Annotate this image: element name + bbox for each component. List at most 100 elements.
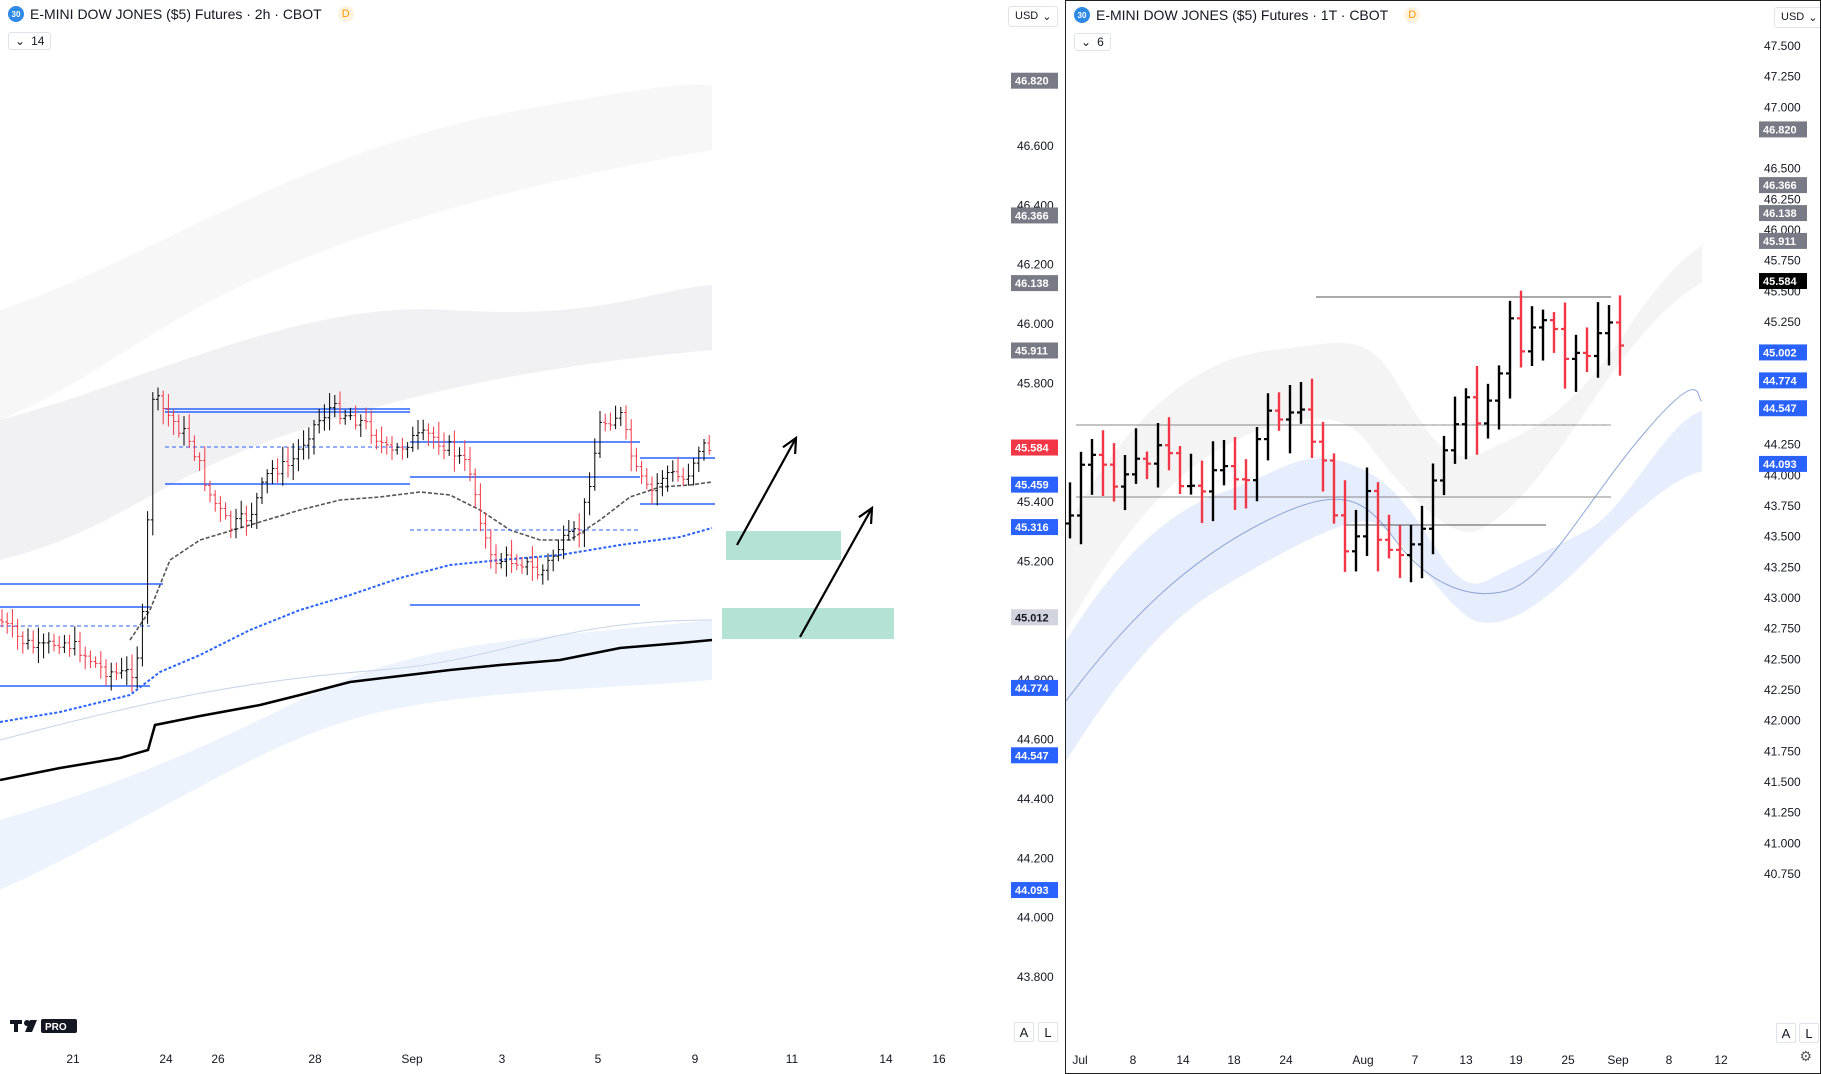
price-bar xyxy=(660,470,665,497)
price-bar xyxy=(275,458,280,483)
price-bar xyxy=(655,473,660,506)
price-bar xyxy=(1363,467,1371,557)
price-bar xyxy=(400,437,405,460)
time-axis-label: 9 xyxy=(692,1052,699,1066)
price-bar xyxy=(286,446,290,478)
price-bar xyxy=(1550,312,1558,353)
price-bar xyxy=(676,457,680,482)
time-axis-label: 16 xyxy=(932,1052,946,1066)
upper-outer-band xyxy=(0,84,712,420)
time-axis-label: 13 xyxy=(1459,1053,1473,1067)
price-bar xyxy=(1352,509,1360,572)
time-axis-label: 3 xyxy=(499,1052,506,1066)
price-bar xyxy=(1341,480,1349,572)
price-bar xyxy=(93,656,98,668)
price-axis-label: 42.000 xyxy=(1764,714,1801,728)
price-bar xyxy=(691,457,696,486)
price-axis-label: 43.750 xyxy=(1764,499,1801,513)
target-zone-upper xyxy=(726,531,841,560)
log-scale-toggle[interactable]: L xyxy=(1038,1022,1058,1042)
currency-select[interactable]: USD ⌄ xyxy=(1008,6,1059,27)
price-bar xyxy=(650,476,654,505)
left-chart-pane[interactable]: 30 E-MINI DOW JONES ($5) Futures · 2h · … xyxy=(0,0,1065,1074)
blue-dotted-average-line xyxy=(0,527,713,723)
price-bar xyxy=(442,432,446,460)
price-bar xyxy=(473,468,478,508)
price-axis-label: 45.200 xyxy=(1017,555,1054,569)
price-axis-label: 45.400 xyxy=(1017,495,1054,509)
price-bar xyxy=(104,659,108,686)
indicators-collapse-button[interactable]: ⌄ 6 xyxy=(1074,33,1111,51)
price-tag xyxy=(1759,177,1807,194)
price-axis-label: 45.250 xyxy=(1764,315,1801,329)
price-bar xyxy=(1110,443,1118,502)
price-tag-label: 45.459 xyxy=(1015,480,1049,492)
d-badge-icon[interactable]: D xyxy=(1404,7,1421,23)
left-chart-title: E-MINI DOW JONES ($5) Futures · 2h · CBO… xyxy=(30,6,322,22)
price-bar xyxy=(1484,383,1492,439)
price-bar xyxy=(681,467,686,486)
price-bar xyxy=(291,443,296,481)
d-badge-icon[interactable]: D xyxy=(337,6,354,22)
price-bar xyxy=(1286,384,1294,454)
log-scale-toggle[interactable]: L xyxy=(1799,1023,1819,1043)
price-bar xyxy=(1165,417,1173,471)
price-tag-label: 46.138 xyxy=(1015,278,1049,290)
price-bar xyxy=(447,435,452,456)
price-bar xyxy=(332,394,337,418)
price-bar xyxy=(494,544,498,574)
price-axis-label: 44.250 xyxy=(1764,438,1801,452)
price-bar xyxy=(462,440,467,471)
price-bar xyxy=(598,410,602,459)
time-axis-label: Sep xyxy=(401,1052,423,1066)
price-bar xyxy=(1594,302,1602,378)
arrow-up-1-shaft xyxy=(736,437,797,546)
time-axis-label: Jul xyxy=(1072,1053,1087,1067)
price-bar xyxy=(5,612,10,634)
dashed-average-line xyxy=(129,481,713,641)
price-bar xyxy=(530,546,535,581)
price-bar xyxy=(1099,430,1107,496)
price-bar xyxy=(634,447,639,472)
currency-select[interactable]: USD ⌄ xyxy=(1774,7,1820,28)
price-bar xyxy=(535,556,540,580)
price-tag xyxy=(1011,476,1058,493)
price-bar xyxy=(171,409,176,436)
price-tag xyxy=(1011,275,1058,292)
settings-gear-icon[interactable]: ⚙ xyxy=(1799,1048,1812,1064)
price-bar xyxy=(31,630,36,654)
auto-scale-toggle[interactable]: A xyxy=(1776,1023,1796,1043)
price-bar xyxy=(26,628,30,650)
price-bar xyxy=(223,502,228,520)
price-tag xyxy=(1759,273,1807,290)
price-bar xyxy=(1462,388,1470,460)
time-axis-label: 26 xyxy=(211,1052,225,1066)
price-bar xyxy=(540,564,545,585)
price-bar xyxy=(0,609,4,628)
price-bar xyxy=(338,391,342,425)
price-tag xyxy=(1011,882,1058,899)
price-axis-label: 46.500 xyxy=(1764,162,1801,176)
chevron-down-icon: ⌄ xyxy=(15,34,26,48)
auto-scale-toggle[interactable]: A xyxy=(1014,1022,1034,1042)
price-bar xyxy=(364,407,368,430)
left-chart-canvas[interactable]: 46.60046.40046.20046.00045.80045.40045.2… xyxy=(0,0,1065,1074)
price-tag xyxy=(1759,344,1807,361)
price-bar xyxy=(1077,451,1085,545)
price-bar xyxy=(629,419,634,472)
lower-band xyxy=(0,620,712,890)
price-bar xyxy=(208,480,212,503)
price-bar xyxy=(1154,422,1162,488)
price-tag-label: 46.820 xyxy=(1763,124,1797,136)
indicators-collapse-button[interactable]: ⌄ 14 xyxy=(8,32,52,50)
price-bar xyxy=(327,393,332,431)
right-chart-canvas[interactable]: 47.50047.25047.00046.50046.25046.00045.7… xyxy=(1066,1,1821,1074)
right-chart-pane[interactable]: 30 E-MINI DOW JONES ($5) Futures · 1T · … xyxy=(1065,0,1821,1074)
time-axis-label: 28 xyxy=(308,1052,322,1066)
price-bar xyxy=(1088,439,1096,495)
price-bar xyxy=(1451,396,1459,464)
time-axis-label: 14 xyxy=(879,1052,893,1066)
price-bar xyxy=(525,557,530,576)
price-axis-label: 43.250 xyxy=(1764,560,1801,574)
price-bar xyxy=(182,416,186,446)
